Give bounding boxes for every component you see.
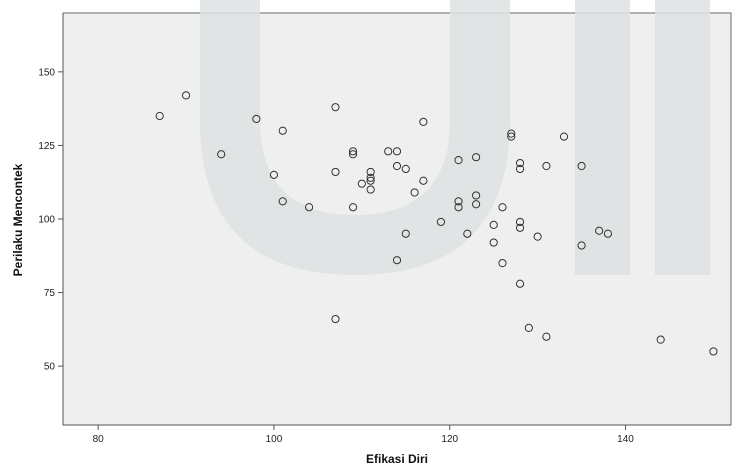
data-point (515, 279, 525, 288)
data-point (217, 150, 226, 159)
data-point (392, 256, 402, 265)
data-point (348, 150, 358, 159)
data-point (454, 156, 463, 165)
data-point (472, 153, 481, 162)
data-points (155, 91, 718, 356)
data-point (278, 126, 287, 135)
data-point (331, 314, 340, 324)
watermark-bar-2 (655, 0, 710, 275)
data-point (155, 111, 164, 121)
data-point (366, 176, 375, 185)
data-point (305, 203, 314, 212)
data-point (384, 147, 393, 156)
y-tick-label: 100 (38, 215, 55, 226)
data-point (498, 203, 507, 212)
data-point (366, 173, 375, 182)
x-tick-label: 120 (441, 434, 458, 445)
data-point (463, 229, 472, 238)
data-point (269, 170, 279, 179)
data-point (489, 220, 498, 229)
x-tick-label: 100 (266, 434, 283, 445)
data-point (507, 132, 516, 141)
data-point (542, 161, 551, 171)
data-point (498, 259, 507, 268)
data-point (331, 167, 340, 177)
data-point (357, 179, 366, 188)
y-tick-label: 50 (44, 362, 56, 373)
data-point (278, 197, 287, 206)
data-point (559, 132, 569, 141)
data-point (595, 226, 604, 235)
data-point (577, 241, 586, 250)
data-point (515, 223, 525, 232)
data-point (331, 103, 340, 112)
data-point (436, 217, 446, 227)
x-tick-label: 80 (93, 434, 105, 445)
data-point (419, 176, 428, 185)
data-point (656, 335, 665, 344)
data-point (507, 129, 516, 138)
x-tick-label: 140 (617, 434, 634, 445)
data-point (709, 347, 718, 356)
data-point (515, 217, 525, 227)
data-point (472, 200, 481, 209)
y-axis-ticks: 50 75 100 125 150 (38, 67, 63, 373)
data-point (577, 161, 586, 171)
data-point (392, 147, 402, 156)
data-point (472, 191, 481, 200)
data-point (348, 147, 358, 156)
y-axis-title: Perilaku Mencontek (11, 163, 25, 276)
data-point (348, 203, 358, 212)
data-point (392, 161, 402, 171)
data-point (366, 185, 375, 194)
data-point (252, 114, 261, 124)
data-point (515, 158, 525, 168)
data-point (533, 232, 542, 241)
x-axis-title: Efikasi Diri (366, 452, 428, 466)
data-point (366, 167, 375, 177)
data-point (454, 197, 463, 206)
data-point (419, 117, 428, 126)
data-point (515, 164, 525, 174)
y-tick-label: 75 (44, 288, 56, 299)
watermark-bar-1 (575, 0, 630, 275)
data-point (489, 238, 498, 247)
data-point (181, 91, 191, 100)
data-point (603, 229, 613, 238)
data-point (401, 164, 410, 174)
data-point (542, 332, 551, 341)
data-point (410, 188, 419, 197)
data-point (524, 323, 533, 332)
data-point (454, 203, 463, 212)
y-tick-label: 125 (38, 141, 55, 152)
data-point (401, 229, 410, 238)
x-axis-ticks: 80 100 120 140 (93, 425, 634, 445)
watermark-u-shape (200, 0, 510, 275)
y-tick-label: 150 (38, 67, 55, 78)
